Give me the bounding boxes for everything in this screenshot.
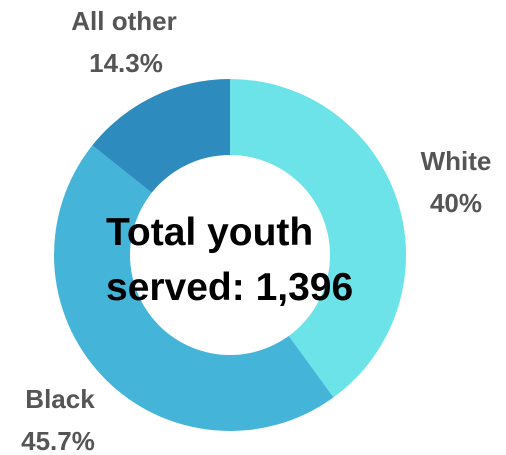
center-text-line-1: Total youth <box>106 211 313 254</box>
slice-label-all-other: All other <box>71 6 176 36</box>
slice-label-white: White <box>421 146 492 176</box>
center-text-line-2: served: 1,396 <box>106 266 353 309</box>
slice-label-black: Black <box>25 384 95 414</box>
slice-value-black: 45.7% <box>21 426 95 455</box>
slice-value-white: 40% <box>430 188 482 218</box>
slice-value-all-other: 14.3% <box>89 48 163 78</box>
donut-hole <box>130 155 330 355</box>
